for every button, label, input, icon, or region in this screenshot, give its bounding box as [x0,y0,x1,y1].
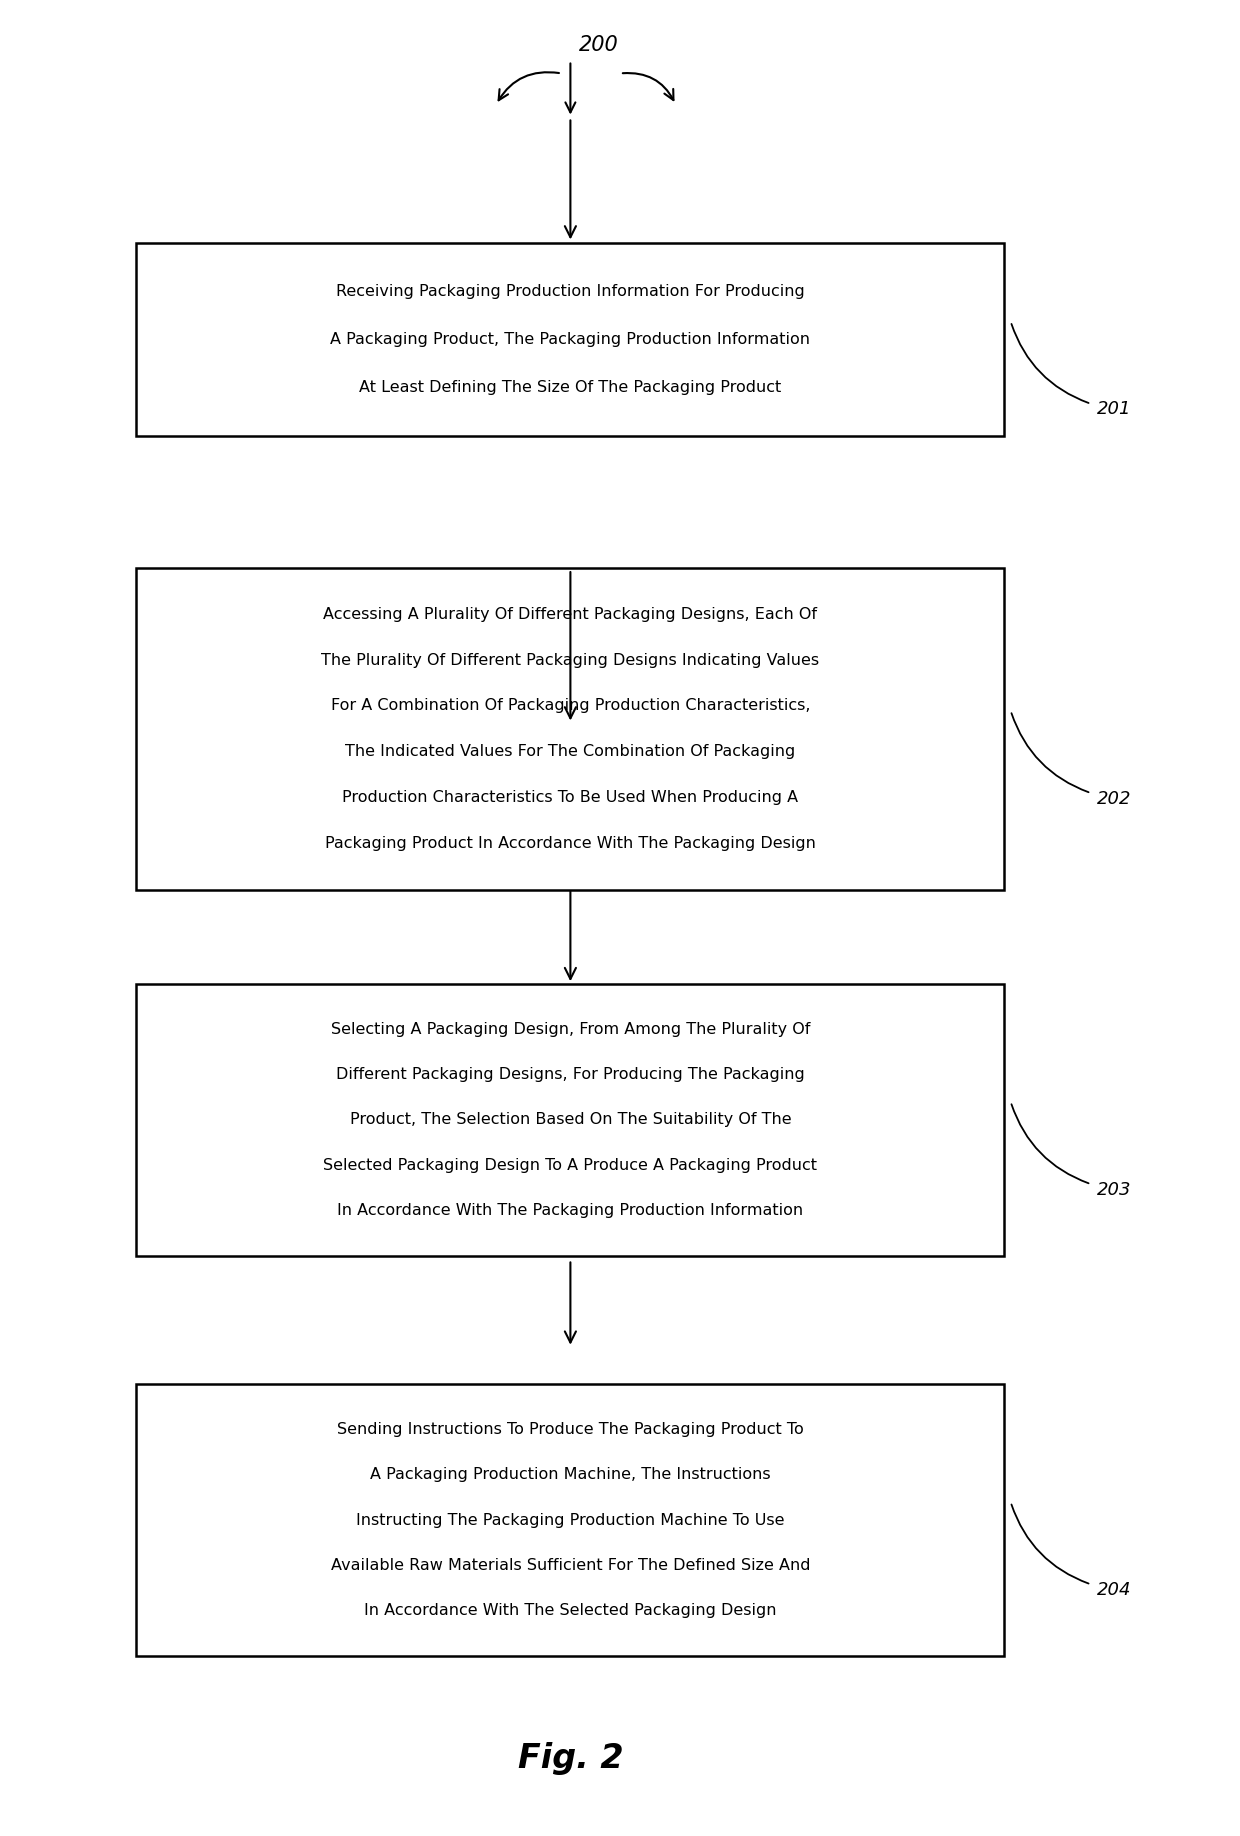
Text: Sending Instructions To Produce The Packaging Product To: Sending Instructions To Produce The Pack… [337,1423,804,1438]
Text: Accessing A Plurality Of Different Packaging Designs, Each Of: Accessing A Plurality Of Different Packa… [324,606,817,622]
Text: The Plurality Of Different Packaging Designs Indicating Values: The Plurality Of Different Packaging Des… [321,652,820,668]
Text: Product, The Selection Based On The Suitability Of The: Product, The Selection Based On The Suit… [350,1113,791,1127]
Text: Selecting A Packaging Design, From Among The Plurality Of: Selecting A Packaging Design, From Among… [331,1023,810,1037]
Text: In Accordance With The Selected Packaging Design: In Accordance With The Selected Packagin… [365,1603,776,1618]
Text: Different Packaging Designs, For Producing The Packaging: Different Packaging Designs, For Produci… [336,1067,805,1081]
Text: 203: 203 [1097,1181,1132,1199]
Text: Selected Packaging Design To A Produce A Packaging Product: Selected Packaging Design To A Produce A… [324,1159,817,1173]
Bar [136,984,1004,1256]
Text: A Packaging Product, The Packaging Production Information: A Packaging Product, The Packaging Produ… [330,332,811,347]
Text: Receiving Packaging Production Information For Producing: Receiving Packaging Production Informati… [336,285,805,299]
Text: The Indicated Values For The Combination Of Packaging: The Indicated Values For The Combination… [345,744,796,760]
Text: 201: 201 [1097,400,1132,419]
Text: At Least Defining The Size Of The Packaging Product: At Least Defining The Size Of The Packag… [360,380,781,395]
Text: Instructing The Packaging Production Machine To Use: Instructing The Packaging Production Mac… [356,1513,785,1528]
Text: In Accordance With The Packaging Production Information: In Accordance With The Packaging Product… [337,1203,804,1217]
Text: Fig. 2: Fig. 2 [517,1742,624,1775]
Bar [136,569,1004,889]
Text: Packaging Product In Accordance With The Packaging Design: Packaging Product In Accordance With The… [325,835,816,852]
Text: 202: 202 [1097,789,1132,808]
Text: Production Characteristics To Be Used When Producing A: Production Characteristics To Be Used Wh… [342,789,799,806]
Text: A Packaging Production Machine, The Instructions: A Packaging Production Machine, The Inst… [370,1467,771,1482]
Text: 204: 204 [1097,1581,1132,1599]
Text: For A Combination Of Packaging Production Characteristics,: For A Combination Of Packaging Productio… [331,698,810,714]
Bar [136,244,1004,437]
Text: 200: 200 [579,35,619,55]
Text: Available Raw Materials Sufficient For The Defined Size And: Available Raw Materials Sufficient For T… [331,1559,810,1573]
Bar [136,1384,1004,1656]
